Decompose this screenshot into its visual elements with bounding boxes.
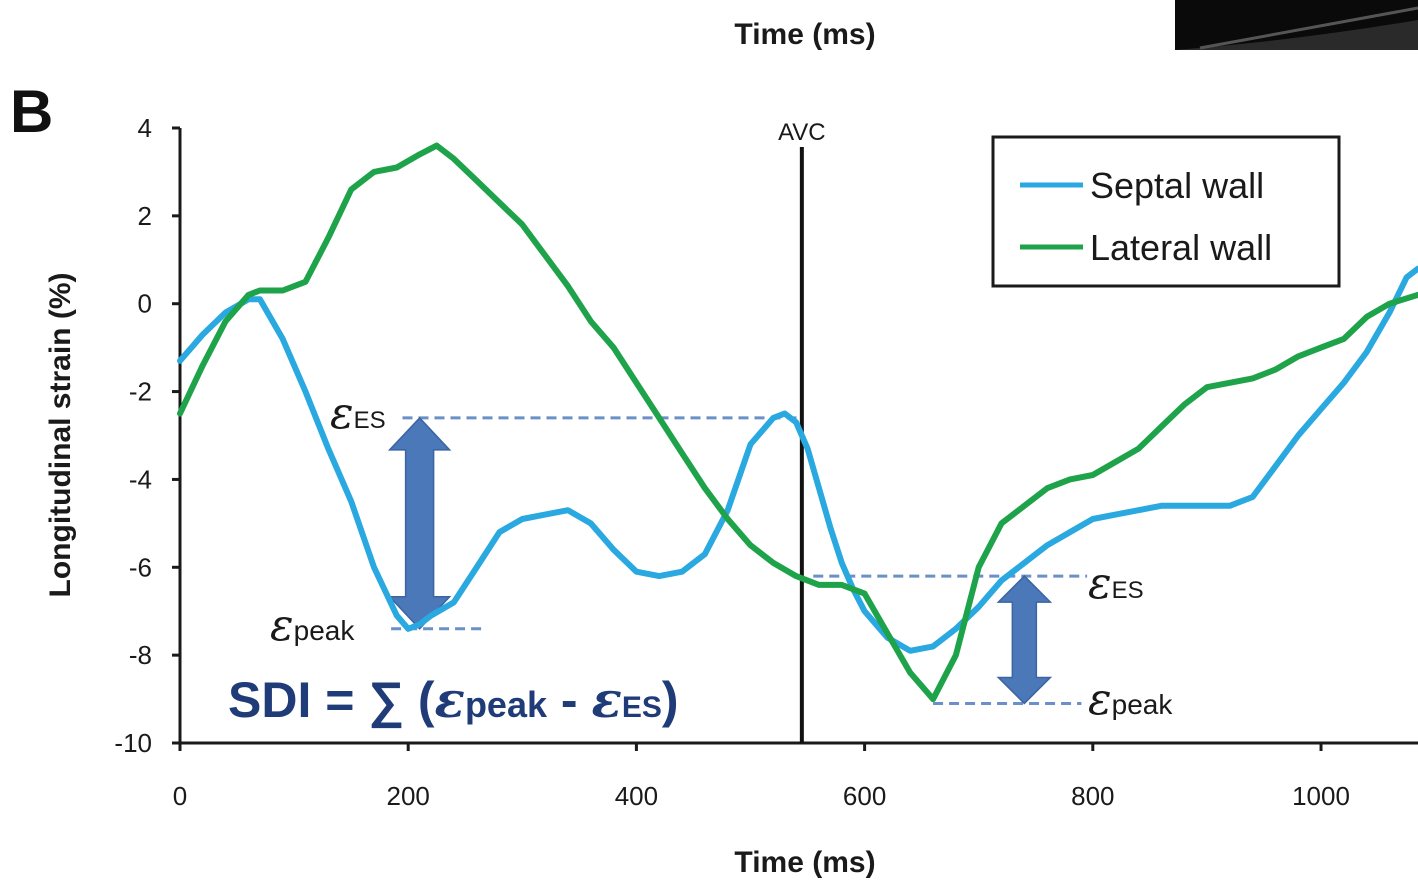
y-tick-label: -8: [129, 640, 152, 670]
x-axis-ticks: 0 200 400 600 800 1000: [173, 743, 1350, 811]
guides-layer: AVC: [387, 119, 1088, 743]
x-tick-label: 1000: [1292, 781, 1350, 811]
left-es-label: εES: [330, 388, 386, 439]
septal-wall-line: [177, 265, 1418, 654]
top-right-echo-image-fragment: [1175, 0, 1418, 50]
y-axis-ticks: 4 2 0 -2 -4 -6 -8 -10: [114, 113, 180, 758]
panel-letter: B: [10, 78, 53, 145]
formula-suffix: ): [662, 672, 679, 728]
x-axis-title: Time (ms): [734, 846, 875, 879]
right-double-arrow: [996, 575, 1053, 705]
formula-es-sub: ES: [622, 691, 662, 724]
left-peak-label-subscript: peak: [294, 615, 356, 646]
right-peak-label-epsilon: ε: [1088, 674, 1112, 725]
right-peak-label-subscript: peak: [1112, 689, 1174, 720]
y-tick-label: 0: [138, 289, 152, 319]
legend-label-lateral: Lateral wall: [1090, 227, 1272, 268]
top-partial-x-axis-title: Time (ms): [734, 18, 875, 51]
formula-minus: -: [547, 672, 591, 728]
left-double-arrow: [387, 416, 452, 630]
y-tick-label: -4: [129, 464, 152, 494]
x-tick-label: 0: [173, 781, 187, 811]
y-tick-label: 2: [138, 201, 152, 231]
formula-peak-sub: peak: [465, 684, 548, 725]
right-peak-label: εpeak: [1088, 674, 1173, 725]
x-tick-label: 400: [615, 781, 658, 811]
sdi-formula: SDI = ∑ (εpeak - εES): [228, 670, 679, 729]
y-tick-label: -6: [129, 552, 152, 582]
x-tick-label: 800: [1071, 781, 1114, 811]
x-tick-label: 200: [387, 781, 430, 811]
axes: [178, 128, 1418, 745]
formula-prefix: SDI = ∑ (: [228, 672, 435, 729]
formula-epsilon-1: ε: [435, 670, 465, 729]
y-tick-label: -10: [114, 728, 152, 758]
right-es-label: εES: [1088, 558, 1144, 609]
left-peak-label-epsilon: ε: [270, 600, 294, 651]
y-axis-title: Longitudinal strain (%): [44, 273, 77, 598]
right-es-label-epsilon: ε: [1088, 558, 1112, 609]
left-es-label-subscript: ES: [354, 407, 386, 434]
legend-label-septal: Septal wall: [1090, 165, 1264, 206]
lateral-wall-line: [177, 142, 1418, 703]
left-peak-label: εpeak: [270, 600, 355, 651]
y-tick-label: 4: [138, 113, 152, 143]
series-layer: [177, 142, 1418, 703]
right-es-label-subscript: ES: [1112, 577, 1144, 604]
left-es-label-epsilon: ε: [330, 388, 354, 439]
legend: Septal wall Lateral wall: [991, 135, 1341, 288]
formula-epsilon-2: ε: [591, 670, 621, 729]
avc-label: AVC: [778, 119, 826, 146]
x-tick-label: 600: [843, 781, 886, 811]
y-tick-label: -2: [129, 377, 152, 407]
